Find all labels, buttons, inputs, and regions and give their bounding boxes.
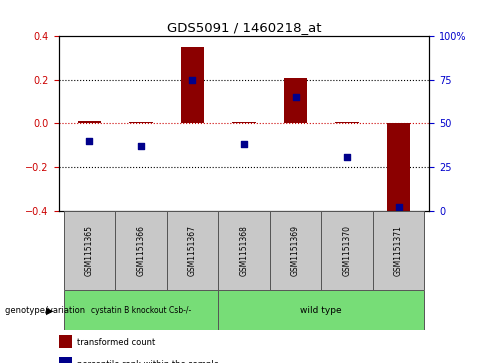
Text: GSM1151369: GSM1151369	[291, 225, 300, 276]
Point	[292, 94, 300, 100]
Text: cystatin B knockout Csb-/-: cystatin B knockout Csb-/-	[91, 306, 191, 315]
Text: percentile rank within the sample: percentile rank within the sample	[77, 360, 219, 363]
Text: GSM1151366: GSM1151366	[137, 225, 145, 276]
Text: wild type: wild type	[301, 306, 342, 315]
Text: GSM1151371: GSM1151371	[394, 225, 403, 276]
Bar	[218, 290, 424, 330]
Bar	[78, 121, 101, 123]
Bar	[284, 78, 307, 123]
Bar	[335, 122, 359, 123]
Point	[137, 143, 145, 149]
Text: transformed count: transformed count	[77, 338, 155, 347]
Bar	[59, 335, 72, 348]
Bar	[129, 122, 153, 123]
Bar	[270, 211, 321, 290]
Text: GSM1151370: GSM1151370	[343, 225, 351, 276]
Bar	[181, 47, 204, 123]
Text: GSM1151365: GSM1151365	[85, 225, 94, 276]
Point	[85, 138, 93, 144]
Bar	[59, 357, 72, 363]
Bar	[232, 122, 256, 123]
Bar	[115, 211, 167, 290]
Point	[343, 154, 351, 159]
Point	[240, 142, 248, 147]
Text: GSM1151368: GSM1151368	[240, 225, 248, 276]
Bar	[167, 211, 218, 290]
Bar	[321, 211, 373, 290]
Point	[188, 77, 196, 83]
Bar	[218, 211, 270, 290]
Text: ▶: ▶	[46, 305, 54, 315]
Point	[395, 204, 403, 210]
Title: GDS5091 / 1460218_at: GDS5091 / 1460218_at	[167, 21, 321, 34]
Text: genotype/variation: genotype/variation	[5, 306, 88, 315]
Bar	[373, 211, 424, 290]
Bar	[64, 290, 218, 330]
Bar	[387, 123, 410, 213]
Text: GSM1151367: GSM1151367	[188, 225, 197, 276]
Bar	[64, 211, 115, 290]
